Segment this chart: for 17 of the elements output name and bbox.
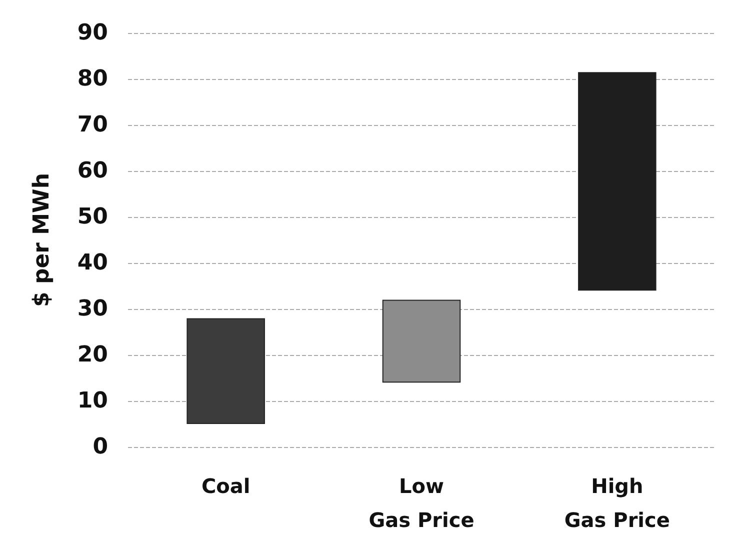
y-axis-title: $ per MWh (30, 173, 54, 307)
y-tick-label: 50 (77, 204, 108, 230)
x-tick-label: High Gas Price (564, 474, 670, 532)
y-tick-label: 30 (77, 296, 108, 322)
bar (186, 318, 265, 424)
y-tick-label: 90 (77, 20, 108, 46)
bar (578, 72, 656, 291)
x-tick-label: Low Gas Price (368, 474, 474, 532)
y-tick-label: 0 (92, 434, 108, 460)
y-tick-label: 20 (77, 342, 108, 368)
y-tick-label: 80 (77, 66, 108, 92)
y-tick-label: 40 (77, 250, 108, 276)
y-tick-label: 10 (77, 388, 108, 414)
bar (382, 300, 461, 383)
x-tick-label: Coal (201, 474, 250, 498)
y-tick-label: 70 (77, 112, 108, 138)
y-tick-label: 60 (77, 158, 108, 184)
